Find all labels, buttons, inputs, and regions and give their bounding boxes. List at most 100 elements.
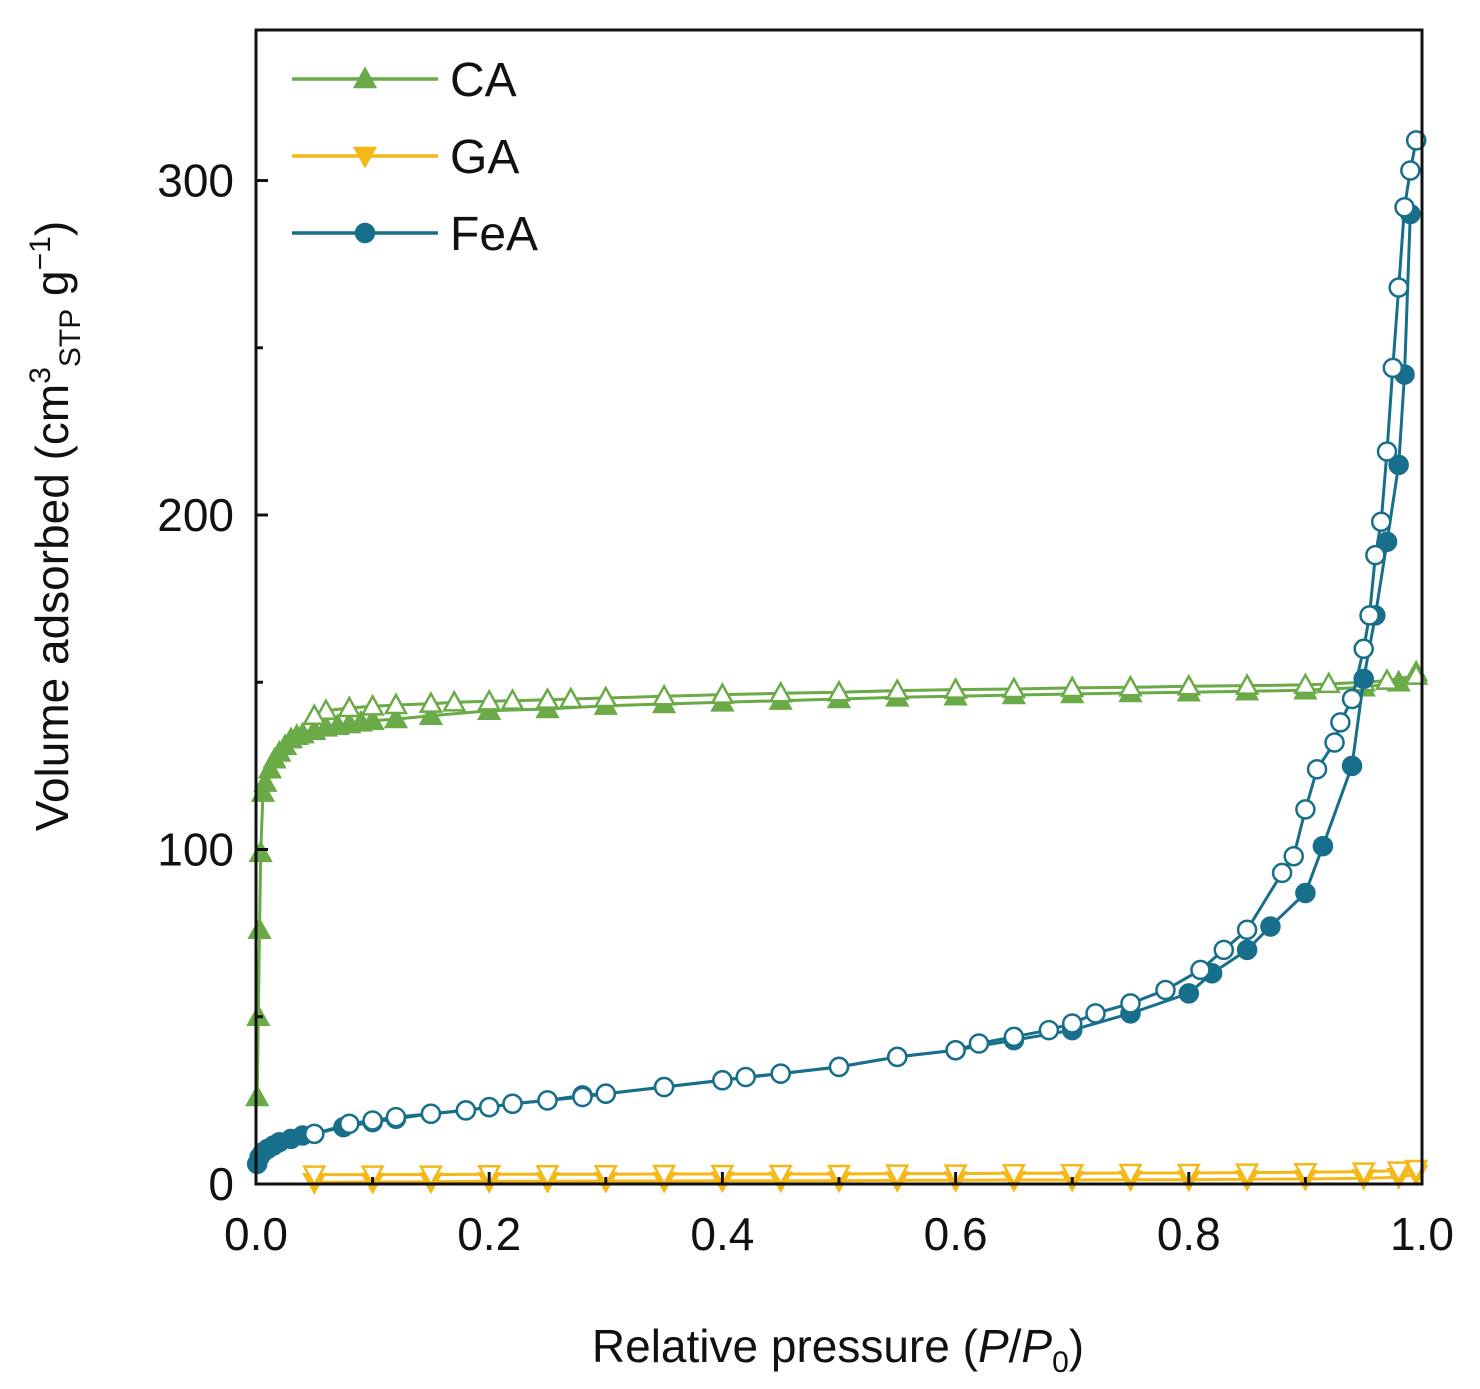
data-point-ca-adsorption — [360, 708, 385, 730]
series-ca — [245, 659, 1429, 1107]
data-point-ca-desorption — [1118, 674, 1143, 697]
data-point-fea-desorption — [572, 1086, 593, 1108]
data-point-fea-desorption — [362, 1110, 383, 1131]
data-point-ga-desorption — [1386, 1161, 1411, 1184]
data-point-ca-desorption — [360, 693, 385, 716]
legend-label-fea: FeA — [450, 208, 538, 261]
data-point-fea-desorption — [595, 1083, 617, 1104]
y-axis-title: Volume adsorbed (cm3STP g−1) — [24, 221, 87, 831]
data-point-ca-desorption — [477, 688, 502, 711]
data-point-fea-desorption — [1271, 862, 1293, 884]
plot-frame — [254, 28, 1424, 1186]
data-point-fea-desorption — [1003, 1026, 1025, 1048]
data-point-fea-desorption — [1388, 277, 1409, 298]
data-point-ca-desorption — [593, 685, 618, 708]
data-point-ca-adsorption — [418, 703, 444, 725]
x-axis-title-slash: / — [1009, 1320, 1022, 1372]
legend: CA GA FeA — [292, 54, 538, 261]
data-point-ga-desorption — [885, 1164, 910, 1187]
data-point-fea-desorption — [887, 1046, 908, 1068]
data-point-ga-desorption — [418, 1165, 444, 1188]
series-fea — [246, 130, 1427, 1175]
data-point-ca-desorption — [943, 677, 968, 699]
data-point-fea-desorption — [1085, 1003, 1106, 1024]
data-point-ca-adsorption — [383, 706, 409, 729]
x-tick-label: 0.6 — [924, 1208, 988, 1260]
y-axis-title-main: Volume adsorbed (cm — [26, 384, 78, 831]
data-point-ca-desorption — [1293, 672, 1318, 695]
x-axis-title: Relative pressure (P/P0) — [592, 1320, 1084, 1379]
data-point-ca-desorption — [1060, 675, 1085, 698]
data-point-ca-desorption — [1234, 673, 1260, 695]
data-point-fea-desorption — [455, 1100, 477, 1121]
data-point-ga-desorption — [826, 1164, 852, 1187]
data-point-ga-desorption — [593, 1165, 618, 1187]
data-point-fea-desorption — [1295, 799, 1316, 820]
y-axis-title-sup2: −1 — [24, 236, 57, 270]
legend-item-ca: CA — [292, 54, 517, 107]
data-point-fea-desorption — [735, 1066, 756, 1088]
x-tick-label: 0.0 — [224, 1208, 288, 1260]
data-point-fea-desorption — [828, 1056, 850, 1078]
data-point-fea-desorption — [968, 1033, 990, 1054]
series-line-fea-adsorption — [255, 213, 1412, 1165]
legend-item-fea: FeA — [292, 208, 538, 261]
data-point-ga-desorption — [768, 1164, 793, 1187]
data-point-fea-adsorption — [1341, 755, 1363, 777]
data-point-ga-desorption — [1293, 1163, 1318, 1185]
x-tick-label: 0.8 — [1157, 1208, 1221, 1260]
y-tick-label: 300 — [157, 155, 234, 207]
x-axis-title-suffix: ) — [1069, 1320, 1084, 1372]
x-tick-label: 0.4 — [690, 1208, 754, 1260]
legend-label-ga: GA — [450, 131, 519, 184]
data-point-fea-desorption — [537, 1090, 558, 1111]
data-point-fea-desorption — [1365, 544, 1386, 566]
data-point-ca-desorption — [768, 680, 793, 703]
legend-marker-fea — [354, 222, 376, 244]
x-tick-label: 0.2 — [457, 1208, 521, 1260]
x-tick-label: 1.0 — [1390, 1208, 1454, 1260]
data-point-fea-desorption — [502, 1093, 523, 1114]
data-point-fea-desorption — [653, 1076, 675, 1098]
data-point-ga-desorption — [651, 1164, 677, 1187]
data-point-fea-desorption — [945, 1039, 966, 1061]
data-point-fea-desorption — [1190, 959, 1211, 981]
data-point-fea-desorption — [478, 1096, 500, 1118]
data-point-ca-desorption — [302, 703, 327, 725]
series-ga — [302, 1159, 1429, 1195]
data-point-ca-adsorption — [247, 917, 272, 940]
data-point-fea-desorption — [1038, 1019, 1060, 1041]
data-point-ga-desorption — [1351, 1162, 1376, 1185]
data-point-fea-desorption — [1394, 197, 1415, 218]
data-point-fea-desorption — [304, 1123, 325, 1145]
data-point-fea-desorption — [1330, 712, 1351, 733]
data-point-fea-desorption — [1306, 758, 1328, 780]
data-point-fea-adsorption — [1295, 882, 1316, 904]
y-tick-label: 200 — [157, 489, 234, 541]
data-point-ca-desorption — [826, 679, 852, 702]
data-point-ca-desorption — [1374, 668, 1400, 690]
data-point-ca-desorption — [885, 678, 910, 700]
data-point-fea-desorption — [1382, 357, 1404, 379]
data-point-ca-desorption — [1001, 676, 1027, 699]
y-tick-label: 100 — [157, 824, 234, 876]
y-axis-title-sub1: STP — [54, 309, 87, 367]
data-point-ca-desorption — [337, 695, 362, 718]
data-point-fea-desorption — [1324, 732, 1345, 753]
y-axis-title-end: ) — [26, 221, 78, 236]
legend-item-ga: GA — [292, 131, 519, 184]
legend-label-ca: CA — [450, 54, 517, 107]
data-point-ca-desorption — [710, 682, 735, 704]
data-point-fea-desorption — [770, 1063, 791, 1084]
data-point-fea-desorption — [1155, 979, 1176, 1001]
data-point-ca-desorption — [535, 687, 560, 709]
data-point-ga-desorption — [1001, 1164, 1027, 1186]
data-point-fea-adsorption — [1388, 454, 1409, 476]
data-point-ca-desorption — [313, 698, 339, 720]
data-point-ca-adsorption — [253, 770, 278, 792]
data-point-ca-desorption — [1176, 673, 1201, 696]
data-point-ga-desorption — [535, 1165, 560, 1187]
data-point-ca-desorption — [500, 688, 525, 710]
data-point-ca-desorption — [651, 683, 677, 706]
